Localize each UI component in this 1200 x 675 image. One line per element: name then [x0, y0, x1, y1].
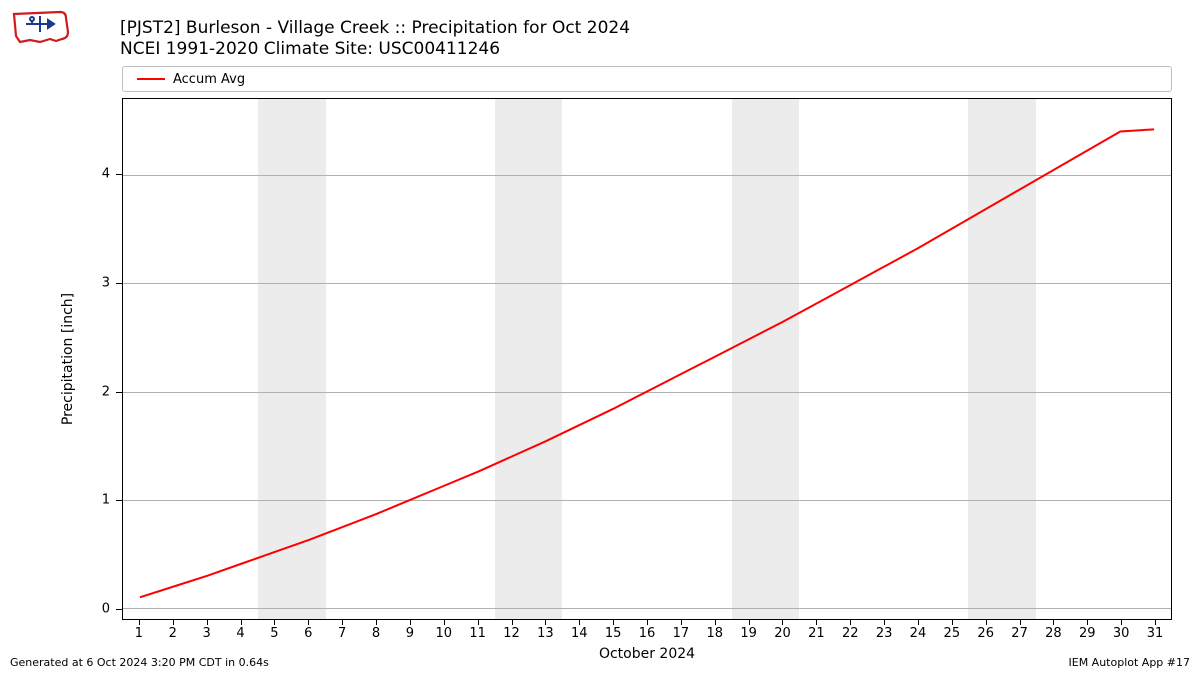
x-tick-label: 22 [842, 626, 859, 641]
x-tick-mark [139, 620, 140, 625]
plot-area [122, 98, 1172, 620]
x-tick-label: 20 [774, 626, 791, 641]
x-tick-mark [376, 620, 377, 625]
y-tick-label: 2 [102, 384, 110, 399]
y-tick-label: 4 [102, 167, 110, 182]
x-tick-mark [1020, 620, 1021, 625]
x-tick-label: 24 [910, 626, 927, 641]
x-tick-mark [545, 620, 546, 625]
x-tick-label: 13 [537, 626, 554, 641]
x-tick-label: 19 [740, 626, 757, 641]
x-tick-mark [816, 620, 817, 625]
x-tick-label: 28 [1045, 626, 1062, 641]
x-tick-mark [207, 620, 208, 625]
x-tick-label: 11 [469, 626, 486, 641]
x-tick-label: 29 [1079, 626, 1096, 641]
x-tick-label: 21 [808, 626, 825, 641]
x-tick-mark [884, 620, 885, 625]
x-tick-label: 6 [304, 626, 312, 641]
title-line-2: NCEI 1991-2020 Climate Site: USC00411246 [120, 39, 630, 60]
x-tick-label: 17 [673, 626, 690, 641]
footer-generated: Generated at 6 Oct 2024 3:20 PM CDT in 0… [10, 656, 269, 669]
x-tick-mark [478, 620, 479, 625]
x-tick-mark [613, 620, 614, 625]
x-tick-label: 23 [876, 626, 893, 641]
x-tick-mark [410, 620, 411, 625]
x-tick-label: 12 [503, 626, 520, 641]
x-tick-label: 3 [203, 626, 211, 641]
plot-inner [122, 98, 1172, 620]
x-tick-mark [715, 620, 716, 625]
y-tick-mark [116, 283, 122, 284]
x-tick-label: 25 [944, 626, 961, 641]
x-tick-mark [918, 620, 919, 625]
y-tick-label: 0 [102, 602, 110, 617]
x-tick-label: 2 [169, 626, 177, 641]
y-tick-mark [116, 500, 122, 501]
x-tick-mark [681, 620, 682, 625]
footer-app: IEM Autoplot App #17 [1069, 656, 1191, 669]
x-tick-mark [1053, 620, 1054, 625]
x-tick-label: 27 [1011, 626, 1028, 641]
x-tick-mark [952, 620, 953, 625]
y-tick-mark [116, 609, 122, 610]
y-tick-mark [116, 174, 122, 175]
y-tick-label: 1 [102, 493, 110, 508]
x-tick-mark [986, 620, 987, 625]
x-tick-label: 4 [236, 626, 244, 641]
x-tick-label: 5 [270, 626, 278, 641]
x-tick-label: 1 [135, 626, 143, 641]
x-tick-mark [241, 620, 242, 625]
x-tick-label: 10 [435, 626, 452, 641]
x-tick-mark [173, 620, 174, 625]
x-tick-mark [850, 620, 851, 625]
x-tick-mark [1121, 620, 1122, 625]
x-tick-mark [308, 620, 309, 625]
x-tick-label: 14 [571, 626, 588, 641]
x-tick-mark [782, 620, 783, 625]
x-tick-label: 9 [406, 626, 414, 641]
legend: Accum Avg [122, 66, 1172, 92]
x-tick-label: 31 [1147, 626, 1164, 641]
x-tick-mark [1155, 620, 1156, 625]
iem-logo [8, 6, 78, 46]
x-tick-mark [274, 620, 275, 625]
x-tick-mark [444, 620, 445, 625]
y-tick-label: 3 [102, 275, 110, 290]
title-line-1: [PJST2] Burleson - Village Creek :: Prec… [120, 18, 630, 39]
x-tick-label: 18 [706, 626, 723, 641]
x-tick-mark [579, 620, 580, 625]
x-axis-title: October 2024 [599, 646, 695, 662]
legend-swatch [137, 78, 165, 80]
y-axis-title: Precipitation [inch] [60, 293, 76, 425]
data-line [123, 99, 1171, 619]
y-axis: Precipitation [inch] 0 1 2 3 4 [0, 98, 122, 620]
x-tick-mark [512, 620, 513, 625]
x-tick-mark [749, 620, 750, 625]
x-tick-mark [1087, 620, 1088, 625]
x-tick-mark [342, 620, 343, 625]
x-axis: October 2024 123456789101112131415161718… [122, 620, 1172, 675]
chart-title: [PJST2] Burleson - Village Creek :: Prec… [120, 18, 630, 61]
x-tick-label: 15 [605, 626, 622, 641]
y-tick-mark [116, 392, 122, 393]
legend-label: Accum Avg [173, 72, 245, 87]
x-tick-label: 26 [977, 626, 994, 641]
x-tick-label: 8 [372, 626, 380, 641]
x-tick-label: 30 [1113, 626, 1130, 641]
x-tick-mark [647, 620, 648, 625]
x-tick-label: 16 [639, 626, 656, 641]
x-tick-label: 7 [338, 626, 346, 641]
